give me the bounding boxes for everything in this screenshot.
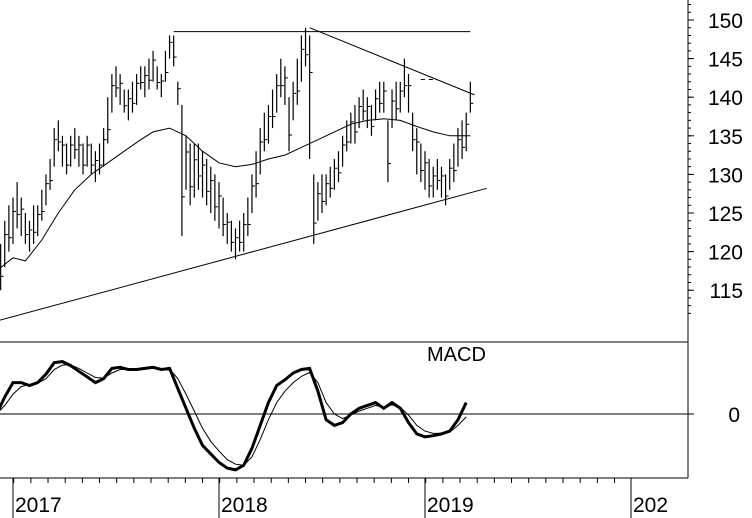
macd-panel: 0 MACD [0,344,740,472]
time-tick-label: 2017 [15,494,62,517]
time-tick-label: 2018 [221,494,268,517]
price-tick-label: 115 [710,280,743,303]
trendline [0,187,487,321]
price-tick-label: 150 [708,10,743,33]
price-tick-label: 140 [708,87,743,110]
price-tick-label: 125 [708,203,743,226]
price-tick-label: 120 [708,242,743,265]
macd-title: MACD [427,344,486,366]
chart-frame [0,0,689,479]
macd-signal-line [0,364,467,466]
time-tick-label: 2019 [427,494,474,517]
price-tick-label: 130 [708,164,743,187]
price-tick-label: 145 [708,49,743,72]
price-panel [0,27,487,321]
macd-line [0,360,468,472]
axes: 115 120 125 130 135 140 145 150 2017 2018 2019 202 [12,4,743,518]
trendline [309,27,475,96]
moving-average-line [0,118,471,269]
time-tick-label: 202 [633,494,668,517]
macd-zero-label: 0 [728,404,740,427]
price-tick-label: 135 [708,126,743,149]
